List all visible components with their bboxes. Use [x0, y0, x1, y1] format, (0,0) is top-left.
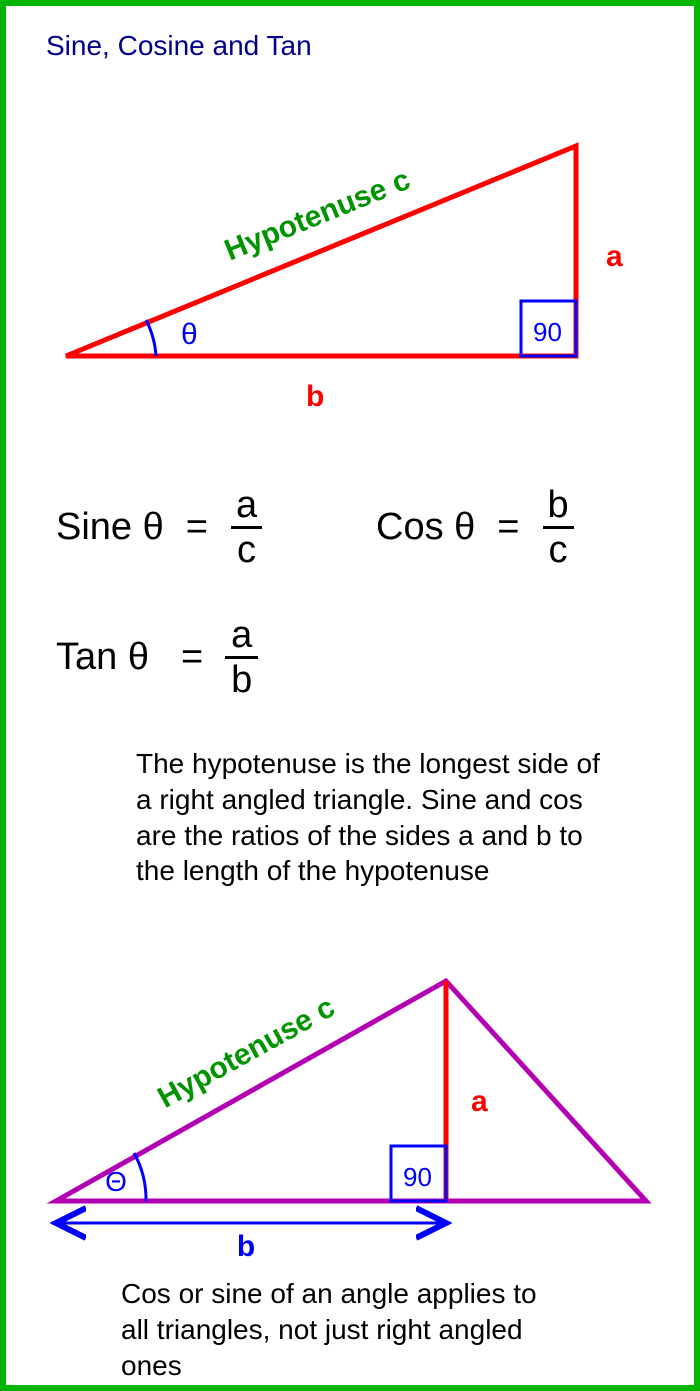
tan-fraction: a b	[225, 616, 258, 699]
theta-label-1: θ	[181, 318, 198, 351]
formula-cos: Cos θ = b c	[376, 486, 575, 569]
cos-num: b	[541, 486, 574, 526]
cos-fraction: b c	[541, 486, 574, 569]
theta-label-2: Θ	[105, 1166, 127, 1197]
sine-num: a	[230, 486, 263, 526]
cos-label: Cos θ	[376, 506, 475, 549]
equals-sign: =	[186, 506, 208, 549]
triangle-1-outline	[66, 146, 576, 356]
cos-den: c	[543, 526, 574, 569]
right-angle-label-1: 90	[533, 317, 562, 347]
paragraph-2: Cos or sine of an angle applies to all t…	[121, 1276, 561, 1383]
page-title: Sine, Cosine and Tan	[46, 30, 312, 62]
tan-label: Tan θ	[56, 636, 149, 679]
side-a-label-1: a	[606, 240, 623, 273]
side-a-label-2: a	[471, 1085, 488, 1118]
sine-fraction: a c	[230, 486, 263, 569]
paragraph-1: The hypotenuse is the longest side of a …	[136, 746, 606, 889]
sine-den: c	[231, 526, 262, 569]
equals-sign: =	[181, 636, 203, 679]
formula-sine: Sine θ = a c	[56, 486, 263, 569]
tan-num: a	[225, 616, 258, 656]
equals-sign: =	[497, 506, 519, 549]
formula-tan: Tan θ = a b	[56, 616, 258, 699]
triangle-1-svg: 90 θ Hypotenuse c a b	[46, 106, 686, 436]
right-angle-label-2: 90	[403, 1162, 432, 1192]
triangle-2-svg: 90 Θ Hypotenuse c a b	[26, 951, 686, 1281]
tan-den: b	[225, 656, 258, 699]
side-b-label-1: b	[306, 380, 324, 413]
sine-label: Sine θ	[56, 506, 164, 549]
theta-arc-1	[146, 320, 156, 356]
side-b-label-2: b	[237, 1230, 255, 1263]
theta-arc-2	[134, 1153, 146, 1201]
triangle-2-outline	[56, 981, 646, 1201]
diagram-frame: Sine, Cosine and Tan 90 θ Hypotenuse c a…	[0, 0, 700, 1391]
